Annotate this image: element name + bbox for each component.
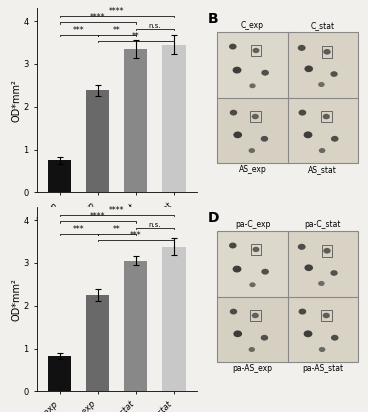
Text: **: ** [113,225,121,234]
Text: AS_stat: AS_stat [308,165,337,174]
Bar [217,231,358,362]
Ellipse shape [233,266,241,272]
Bar [48,356,71,391]
Y-axis label: OD*mm²: OD*mm² [12,79,22,122]
Ellipse shape [331,335,339,341]
Ellipse shape [323,248,331,254]
Bar [288,297,358,362]
Ellipse shape [252,48,259,53]
Text: ****: **** [90,13,105,22]
Ellipse shape [252,247,259,252]
Ellipse shape [323,313,330,318]
Bar [162,44,185,192]
Text: ****: **** [109,7,124,16]
Ellipse shape [304,66,313,72]
Ellipse shape [261,335,268,341]
Text: n.s.: n.s. [148,222,161,227]
Text: ***: *** [130,231,142,239]
Ellipse shape [229,243,237,248]
Bar [322,245,332,257]
Ellipse shape [318,82,325,87]
Ellipse shape [261,136,268,142]
Bar [217,98,288,163]
Text: B: B [208,12,218,26]
Bar [322,46,332,58]
Ellipse shape [252,114,259,119]
Ellipse shape [261,269,269,275]
Ellipse shape [330,270,338,276]
Ellipse shape [330,71,338,77]
Bar [162,247,185,391]
Ellipse shape [298,244,305,250]
Text: pa-C_exp: pa-C_exp [235,220,270,229]
Bar [250,111,261,122]
Bar [86,295,109,391]
Ellipse shape [319,347,325,352]
Bar [217,32,288,98]
Ellipse shape [304,330,312,337]
Ellipse shape [250,83,256,88]
Text: ***: *** [73,26,84,35]
Text: n.s.: n.s. [148,23,161,28]
Bar [288,98,358,163]
Bar [217,297,288,362]
Bar [321,309,332,321]
Bar [288,231,358,297]
Ellipse shape [233,131,242,138]
Bar [288,32,358,98]
Ellipse shape [304,265,313,271]
Ellipse shape [248,148,255,153]
Text: D: D [208,211,219,225]
Ellipse shape [319,148,325,153]
Bar [251,243,261,255]
Ellipse shape [230,309,237,314]
Ellipse shape [233,67,241,74]
Text: AS_exp: AS_exp [238,165,266,174]
Text: pa-AS_exp: pa-AS_exp [233,364,272,373]
Ellipse shape [229,44,237,49]
Ellipse shape [298,309,306,315]
Ellipse shape [298,110,306,116]
Ellipse shape [331,136,339,142]
Bar [250,309,261,321]
Text: pa-C_stat: pa-C_stat [305,220,341,229]
Text: ****: **** [109,206,124,215]
Bar [321,111,332,122]
Ellipse shape [323,114,330,119]
Ellipse shape [304,131,312,138]
Ellipse shape [233,330,242,337]
Ellipse shape [248,347,255,352]
Bar [217,231,288,297]
Ellipse shape [318,281,325,286]
Y-axis label: OD*mm²: OD*mm² [12,278,22,321]
Ellipse shape [261,70,269,76]
Text: C_exp: C_exp [241,21,264,30]
Text: ***: *** [73,225,84,234]
Bar [48,160,71,192]
Bar [251,44,261,56]
Text: pa-AS_stat: pa-AS_stat [302,364,343,373]
Bar [217,32,358,163]
Ellipse shape [230,110,237,115]
Ellipse shape [250,282,256,287]
Text: C_stat: C_stat [311,21,335,30]
Bar [124,261,148,391]
Ellipse shape [298,45,305,51]
Bar [124,49,148,192]
Ellipse shape [323,49,331,55]
Bar [86,91,109,192]
Text: **: ** [113,26,121,35]
Text: **: ** [132,32,139,41]
Ellipse shape [252,313,259,318]
Text: ****: **** [90,212,105,221]
